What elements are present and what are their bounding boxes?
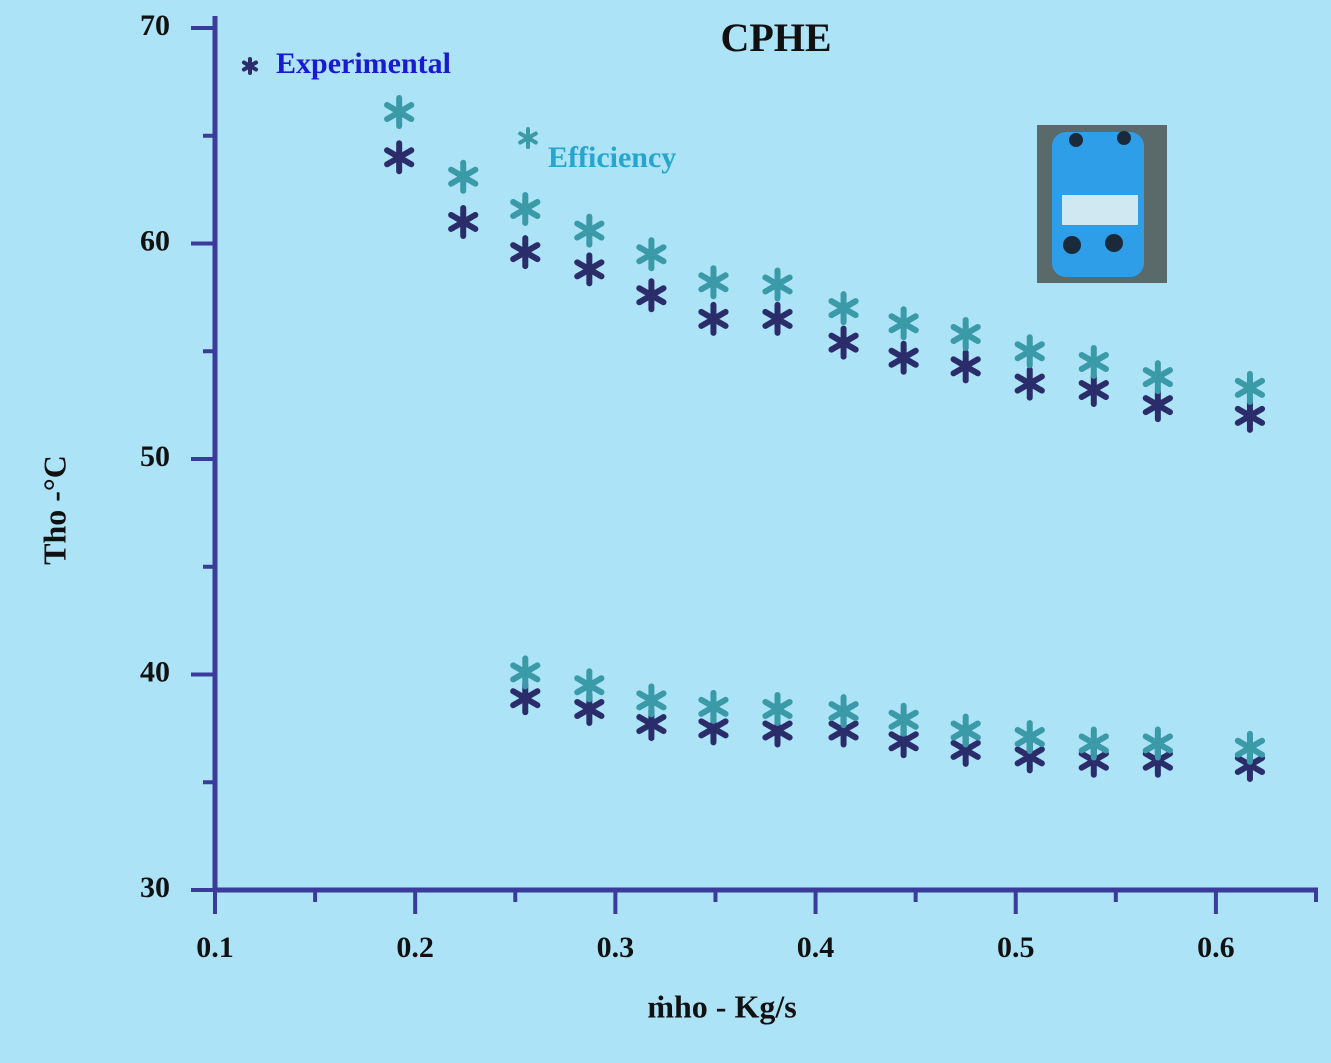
- chart-title: CPHE: [720, 15, 831, 60]
- data-point: [1234, 730, 1266, 765]
- data-point: [1078, 345, 1109, 380]
- x-tick-label: 0.2: [396, 931, 434, 964]
- legend-label: Experimental: [276, 47, 451, 80]
- data-point: [828, 325, 859, 360]
- x-tick-label: 0.4: [797, 931, 835, 964]
- data-point: [1234, 370, 1266, 405]
- y-tick-label: 30: [140, 871, 170, 904]
- x-tick-label: 0.6: [1197, 931, 1235, 964]
- data-point: [1014, 334, 1045, 369]
- data-point: [448, 159, 479, 194]
- data-point: [1078, 373, 1109, 408]
- legend-label: Efficiency: [548, 141, 676, 174]
- data-point: [574, 213, 605, 248]
- data-point: [888, 306, 919, 341]
- data-point: [698, 265, 729, 300]
- data-point: [510, 192, 541, 227]
- data-point: [384, 95, 415, 130]
- data-point: [888, 340, 919, 375]
- y-tick-label: 60: [140, 224, 170, 257]
- data-point: [762, 267, 793, 302]
- legend-marker: [241, 57, 259, 75]
- y-tick-label: 50: [140, 440, 170, 473]
- data-point: [1014, 719, 1045, 754]
- data-point: [384, 140, 415, 175]
- data-point: [1142, 388, 1173, 423]
- data-point: [1142, 360, 1173, 395]
- y-axis-label: Tho -°C: [36, 455, 72, 565]
- data-point: [636, 237, 667, 272]
- x-tick-label: 0.1: [196, 931, 234, 964]
- x-axis-label: ṁho - Kg/s: [647, 988, 796, 1024]
- data-point: [510, 235, 541, 270]
- inset-photo: [1037, 125, 1167, 283]
- data-point: [762, 691, 793, 726]
- data-point: [1142, 726, 1173, 761]
- data-point: [1234, 398, 1266, 433]
- data-point: [636, 683, 667, 718]
- x-tick-label: 0.3: [597, 931, 635, 964]
- data-point: [510, 655, 541, 690]
- data-point: [950, 317, 981, 352]
- data-point: [698, 689, 729, 724]
- data-point: [574, 252, 605, 287]
- data-point: [448, 204, 479, 239]
- data-point: [828, 694, 859, 729]
- data-point: [888, 702, 919, 737]
- x-tick-label: 0.5: [997, 931, 1035, 964]
- data-point: [636, 278, 667, 313]
- data-point: [950, 713, 981, 748]
- data-point: [1014, 366, 1045, 401]
- data-point: [574, 668, 605, 703]
- y-tick-label: 40: [140, 655, 170, 688]
- data-point: [950, 349, 981, 384]
- data-point: [828, 291, 859, 326]
- data-point: [762, 301, 793, 336]
- data-point: [1078, 726, 1109, 761]
- legend-marker: [518, 127, 538, 149]
- y-tick-label: 70: [140, 9, 170, 42]
- data-point: [698, 301, 729, 336]
